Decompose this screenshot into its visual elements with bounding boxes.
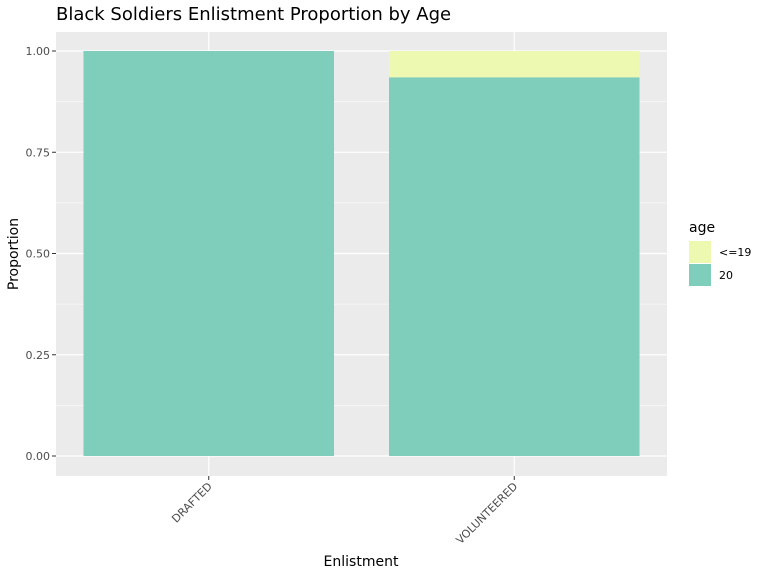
y-tick-label: 0.00: [26, 450, 51, 463]
y-tick-label: 0.50: [26, 248, 51, 261]
bar-drafted-age-20: [83, 51, 335, 456]
y-tick-label: 0.75: [26, 146, 51, 159]
x-tick-label: VOLUNTEERED: [454, 480, 521, 547]
y-axis-title: Proportion: [6, 218, 22, 290]
y-tick-label: 1.00: [26, 45, 51, 58]
legend-title: age: [689, 220, 715, 236]
legend: age <=19 20: [689, 220, 751, 286]
bars: [83, 51, 640, 456]
legend-key: [689, 264, 711, 286]
y-tick-label: 0.25: [26, 349, 51, 362]
x-axis: DRAFTED VOLUNTEERED: [169, 476, 520, 547]
legend-items: <=19 20: [689, 241, 751, 286]
y-axis: 0.00 0.25 0.50 0.75 1.00: [26, 45, 56, 463]
legend-label: <=19: [719, 246, 751, 259]
bar-volunteered-age-19-or-less: [388, 51, 640, 78]
legend-key: [689, 241, 711, 263]
bar-volunteered-age-20: [388, 77, 640, 456]
legend-label: 20: [719, 269, 733, 282]
x-axis-title: Enlistment: [324, 554, 399, 570]
chart-title: Black Soldiers Enlistment Proportion by …: [56, 4, 451, 25]
x-tick-label: DRAFTED: [169, 480, 215, 526]
